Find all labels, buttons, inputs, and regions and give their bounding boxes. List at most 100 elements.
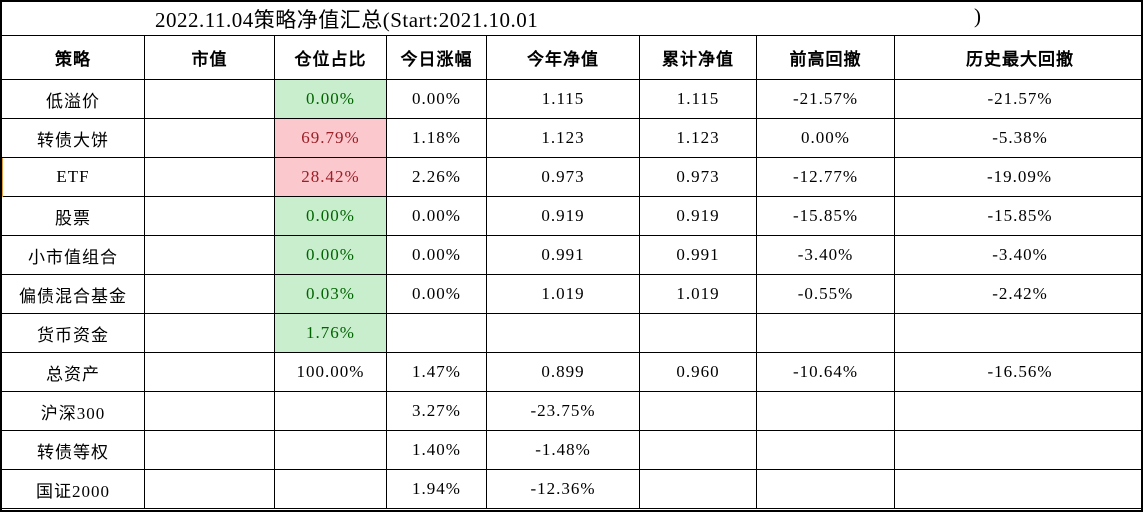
cell-cum_nav[interactable]: 1.123	[640, 119, 757, 158]
cell-market_value[interactable]	[145, 314, 275, 353]
cell-market_value[interactable]	[145, 236, 275, 275]
column-header-ytd_nav[interactable]: 今年净值	[487, 36, 640, 80]
cell-cum_nav[interactable]: 0.919	[640, 197, 757, 236]
cell-ytd_nav[interactable]	[487, 314, 640, 353]
cell-position[interactable]: 28.42%	[275, 158, 387, 197]
cell-market_value[interactable]	[145, 197, 275, 236]
cell-max_drawdown[interactable]	[895, 392, 1141, 431]
cell-max_drawdown[interactable]	[895, 470, 1141, 509]
cell-today_change[interactable]: 1.94%	[387, 470, 487, 509]
cell-strategy[interactable]: 转债大饼	[2, 119, 145, 158]
cell-position[interactable]: 0.00%	[275, 80, 387, 119]
cell-drawdown_from_prev_high[interactable]: -3.40%	[757, 236, 895, 275]
cell-position[interactable]: 100.00%	[275, 353, 387, 392]
title-row[interactable]: 2022.11.04策略净值汇总(Start:2021.10.01 )	[2, 2, 1141, 36]
cell-cum_nav[interactable]	[640, 470, 757, 509]
cell-strategy[interactable]: ETF	[2, 158, 145, 197]
cell-cum_nav[interactable]	[640, 314, 757, 353]
cell-position[interactable]: 69.79%	[275, 119, 387, 158]
cell-position[interactable]	[275, 470, 387, 509]
cell-drawdown_from_prev_high[interactable]: -12.77%	[757, 158, 895, 197]
cell-today_change[interactable]: 0.00%	[387, 275, 487, 314]
column-header-today_change[interactable]: 今日涨幅	[387, 36, 487, 80]
cell-today_change[interactable]: 0.00%	[387, 80, 487, 119]
cell-drawdown_from_prev_high[interactable]: -21.57%	[757, 80, 895, 119]
cell-ytd_nav[interactable]: 0.919	[487, 197, 640, 236]
cell-today_change[interactable]: 3.27%	[387, 392, 487, 431]
cell-market_value[interactable]	[145, 353, 275, 392]
cell-ytd_nav[interactable]: -1.48%	[487, 431, 640, 470]
table-row: 转债等权 1.40% -1.48%	[2, 431, 1141, 470]
cell-drawdown_from_prev_high[interactable]: -15.85%	[757, 197, 895, 236]
cell-drawdown_from_prev_high[interactable]: 0.00%	[757, 119, 895, 158]
cell-position[interactable]: 0.03%	[275, 275, 387, 314]
cell-position[interactable]: 0.00%	[275, 197, 387, 236]
cell-position[interactable]: 0.00%	[275, 236, 387, 275]
cell-today_change[interactable]: 2.26%	[387, 158, 487, 197]
table-row: 货币资金 1.76%	[2, 314, 1141, 353]
cell-ytd_nav[interactable]: 0.973	[487, 158, 640, 197]
column-header-market_value[interactable]: 市值	[145, 36, 275, 80]
cell-ytd_nav[interactable]: 0.899	[487, 353, 640, 392]
cell-max_drawdown[interactable]: -19.09%	[895, 158, 1141, 197]
cell-cum_nav[interactable]: 0.960	[640, 353, 757, 392]
cell-today_change[interactable]: 1.47%	[387, 353, 487, 392]
cell-cum_nav[interactable]: 1.019	[640, 275, 757, 314]
cell-max_drawdown[interactable]: -15.85%	[895, 197, 1141, 236]
cell-ytd_nav[interactable]: -12.36%	[487, 470, 640, 509]
column-header-strategy[interactable]: 策略	[2, 36, 145, 80]
cell-market_value[interactable]	[145, 158, 275, 197]
cell-max_drawdown[interactable]: -5.38%	[895, 119, 1141, 158]
cell-strategy[interactable]: 股票	[2, 197, 145, 236]
cell-strategy[interactable]: 偏债混合基金	[2, 275, 145, 314]
cell-today_change[interactable]: 0.00%	[387, 236, 487, 275]
cell-position[interactable]: 1.76%	[275, 314, 387, 353]
cell-strategy[interactable]: 总资产	[2, 353, 145, 392]
cell-max_drawdown[interactable]: -16.56%	[895, 353, 1141, 392]
cell-cum_nav[interactable]	[640, 392, 757, 431]
column-header-position[interactable]: 仓位占比	[275, 36, 387, 80]
cell-market_value[interactable]	[145, 470, 275, 509]
cell-strategy[interactable]: 小市值组合	[2, 236, 145, 275]
cell-strategy[interactable]: 低溢价	[2, 80, 145, 119]
cell-drawdown_from_prev_high[interactable]: -0.55%	[757, 275, 895, 314]
cell-today_change[interactable]: 0.00%	[387, 197, 487, 236]
cell-drawdown_from_prev_high[interactable]	[757, 470, 895, 509]
cell-ytd_nav[interactable]: 1.115	[487, 80, 640, 119]
cell-today_change[interactable]	[387, 314, 487, 353]
column-header-max_drawdown[interactable]: 历史最大回撤	[895, 36, 1141, 80]
table-row: 总资产 100.00% 1.47% 0.899 0.960 -10.64% -16.56%	[2, 353, 1141, 392]
cell-market_value[interactable]	[145, 80, 275, 119]
cell-today_change[interactable]: 1.18%	[387, 119, 487, 158]
cell-max_drawdown[interactable]: -21.57%	[895, 80, 1141, 119]
cell-strategy[interactable]: 国证2000	[2, 470, 145, 509]
cell-drawdown_from_prev_high[interactable]	[757, 431, 895, 470]
cell-ytd_nav[interactable]: -23.75%	[487, 392, 640, 431]
cell-max_drawdown[interactable]	[895, 431, 1141, 470]
cell-drawdown_from_prev_high[interactable]	[757, 314, 895, 353]
cell-drawdown_from_prev_high[interactable]	[757, 392, 895, 431]
cell-max_drawdown[interactable]: -3.40%	[895, 236, 1141, 275]
cell-max_drawdown[interactable]: -2.42%	[895, 275, 1141, 314]
cell-cum_nav[interactable]: 0.991	[640, 236, 757, 275]
cell-today_change[interactable]: 1.40%	[387, 431, 487, 470]
cell-ytd_nav[interactable]: 1.123	[487, 119, 640, 158]
cell-strategy[interactable]: 沪深300	[2, 392, 145, 431]
cell-market_value[interactable]	[145, 119, 275, 158]
cell-ytd_nav[interactable]: 0.991	[487, 236, 640, 275]
cell-market_value[interactable]	[145, 392, 275, 431]
cell-position[interactable]	[275, 431, 387, 470]
cell-cum_nav[interactable]: 1.115	[640, 80, 757, 119]
cell-cum_nav[interactable]	[640, 431, 757, 470]
cell-max_drawdown[interactable]	[895, 314, 1141, 353]
column-header-drawdown_from_prev_high[interactable]: 前高回撤	[757, 36, 895, 80]
cell-position[interactable]	[275, 392, 387, 431]
cell-drawdown_from_prev_high[interactable]: -10.64%	[757, 353, 895, 392]
cell-market_value[interactable]	[145, 275, 275, 314]
cell-cum_nav[interactable]: 0.973	[640, 158, 757, 197]
cell-strategy[interactable]: 转债等权	[2, 431, 145, 470]
cell-strategy[interactable]: 货币资金	[2, 314, 145, 353]
cell-ytd_nav[interactable]: 1.019	[487, 275, 640, 314]
cell-market_value[interactable]	[145, 431, 275, 470]
column-header-cum_nav[interactable]: 累计净值	[640, 36, 757, 80]
